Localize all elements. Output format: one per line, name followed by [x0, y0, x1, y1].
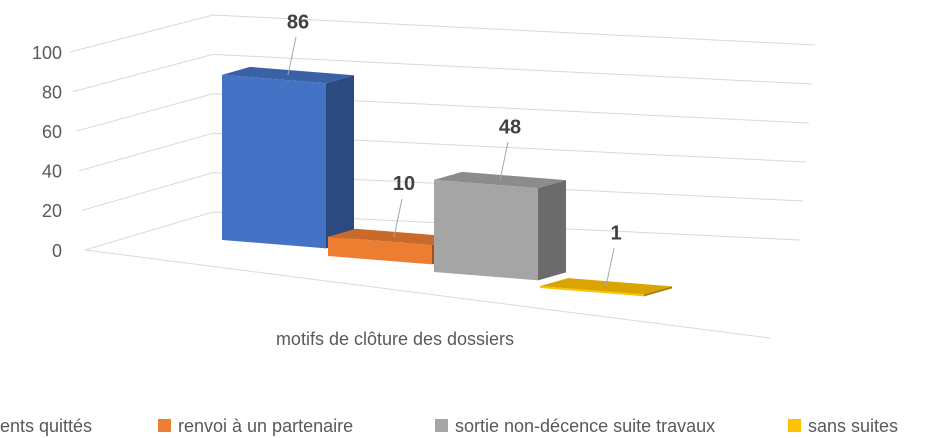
- bar: [222, 66, 354, 249]
- legend-swatch: [158, 419, 171, 432]
- bar-front: [434, 179, 538, 281]
- bar-side: [644, 286, 672, 297]
- grid-line: [78, 132, 807, 172]
- data-label: 10: [393, 173, 415, 195]
- legend-label: ents quittés: [0, 416, 92, 436]
- grid-line: [84, 211, 801, 251]
- data-label: 48: [499, 116, 521, 138]
- y-tick-label: 100: [32, 43, 62, 63]
- bar-front: [222, 74, 326, 249]
- floor-edge: [84, 249, 771, 339]
- data-label: 1: [610, 223, 621, 245]
- bar: [540, 278, 672, 297]
- grid-line: [81, 172, 804, 211]
- grid-line: [75, 93, 810, 132]
- grid-line: [69, 14, 816, 53]
- bar-side: [538, 180, 566, 281]
- bar: [434, 171, 566, 281]
- legend-swatch: [788, 419, 801, 432]
- y-tick-label: 20: [42, 201, 62, 221]
- x-category-label: motifs de clôture des dossiers: [276, 329, 514, 349]
- legend-label: sortie non-décence suite travaux: [455, 416, 715, 436]
- y-tick-label: 0: [52, 241, 62, 261]
- bar-front: [328, 236, 432, 265]
- leader-line: [287, 36, 297, 76]
- y-tick-label: 80: [42, 82, 62, 102]
- y-tick-label: 40: [42, 162, 62, 182]
- leader-line: [499, 141, 509, 181]
- grid-line: [72, 53, 813, 93]
- data-label: 86: [287, 11, 309, 33]
- leader-line: [605, 248, 615, 287]
- y-tick-label: 60: [42, 122, 62, 142]
- legend-swatch: [435, 419, 448, 432]
- bar-side: [326, 75, 354, 249]
- leader-line: [393, 198, 403, 238]
- legend-label: sans suites: [808, 416, 898, 436]
- bar-front: [540, 286, 644, 297]
- legend-label: renvoi à un partenaire: [178, 416, 353, 436]
